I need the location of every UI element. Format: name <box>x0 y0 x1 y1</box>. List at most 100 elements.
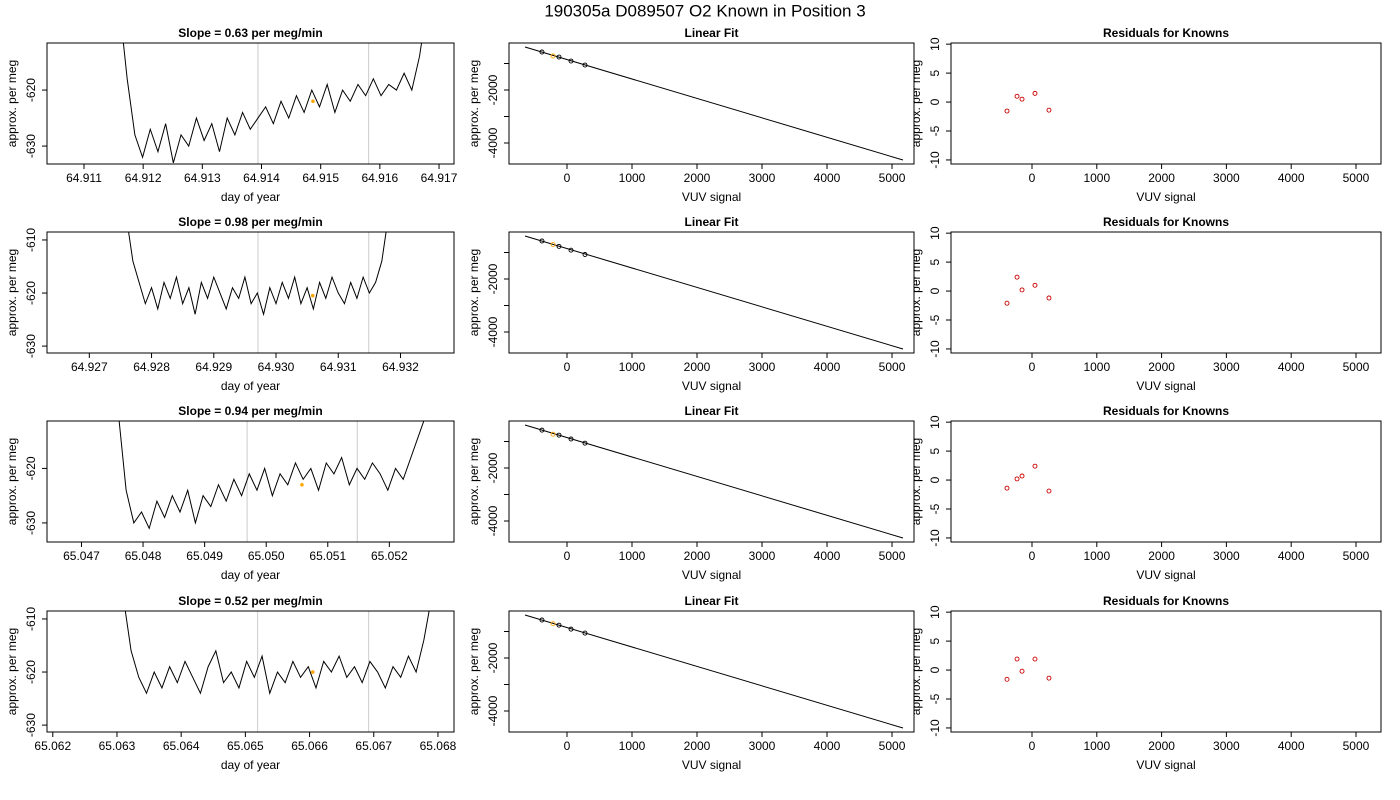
y-tick-label: -5 <box>928 503 942 514</box>
plot-frame <box>508 231 915 354</box>
data-point <box>1032 282 1038 288</box>
y-tick-label: -620 <box>24 281 38 305</box>
x-tick-label: 64.917 <box>421 171 458 185</box>
plot-frame <box>508 610 915 733</box>
panel: Linear Fit VUV signal approx. per meg 0 1000… <box>467 26 915 204</box>
x-axis-label: VUV signal <box>1136 190 1195 204</box>
plot-frame <box>46 231 455 354</box>
panel-title: Linear Fit <box>684 594 738 608</box>
x-tick-label: 65.049 <box>186 549 223 563</box>
plot-frame <box>950 231 1382 354</box>
y-tick-label: -620 <box>24 456 38 480</box>
x-tick-label: 65.064 <box>163 739 200 753</box>
panel-title: Linear Fit <box>684 215 738 229</box>
y-tick-label: 0 <box>928 98 942 105</box>
x-tick-label: 65.052 <box>371 549 408 563</box>
y-tick-label: -2000 <box>486 452 500 483</box>
y-tick-label: 10 <box>928 415 942 429</box>
data-point <box>556 622 562 628</box>
plot-area <box>524 46 904 161</box>
y-tick-label: -610 <box>24 607 38 631</box>
x-tick-label: 5000 <box>1343 171 1370 185</box>
x-axis-label: VUV signal <box>1136 758 1195 772</box>
plot-frame <box>950 610 1382 733</box>
x-tick-label: 64.932 <box>382 360 419 374</box>
x-tick-label: 65.050 <box>248 549 285 563</box>
data-point <box>1046 295 1052 301</box>
panel-title: Linear Fit <box>684 404 738 418</box>
panel: Linear Fit VUV signal approx. per meg 0 1000… <box>467 215 915 393</box>
data-line <box>128 232 387 317</box>
fit-line <box>524 235 904 350</box>
x-tick-label: 5000 <box>1343 739 1370 753</box>
x-tick-label: 0 <box>564 171 571 185</box>
highlight-point <box>310 293 315 298</box>
x-tick-label: 4000 <box>814 549 841 563</box>
y-tick-label: -10 <box>928 151 942 169</box>
x-tick-label: 4000 <box>814 171 841 185</box>
x-tick-label: 65.047 <box>63 549 100 563</box>
panel: Residuals for Knowns VUV signal approx. pe… <box>909 26 1382 204</box>
plot-area <box>118 421 425 542</box>
y-tick-label: -5 <box>928 314 942 325</box>
data-point <box>1046 675 1052 681</box>
y-axis-label: approx. per meg <box>909 249 923 336</box>
data-point <box>550 242 556 248</box>
y-axis-label: approx. per meg <box>5 628 19 715</box>
data-point <box>539 49 545 55</box>
y-tick-label: 0 <box>928 287 942 294</box>
x-tick-label: 64.927 <box>71 360 108 374</box>
data-point <box>568 626 574 632</box>
data-point <box>1019 96 1025 102</box>
plot-area <box>524 614 904 729</box>
x-tick-label: 5000 <box>879 171 906 185</box>
data-point <box>568 436 574 442</box>
y-axis-label: approx. per meg <box>467 249 481 336</box>
x-tick-label: 64.916 <box>362 171 399 185</box>
x-tick-label: 65.062 <box>34 739 71 753</box>
x-tick-label: 3000 <box>1213 549 1240 563</box>
panel: Residuals for Knowns VUV signal approx. pe… <box>909 215 1382 393</box>
x-tick-label: 1000 <box>619 171 646 185</box>
x-tick-label: 0 <box>1029 171 1036 185</box>
x-tick-label: 0 <box>1029 360 1036 374</box>
data-point <box>1014 476 1020 482</box>
data-point <box>568 247 574 253</box>
data-line <box>124 611 430 696</box>
x-tick-label: 64.915 <box>302 171 339 185</box>
data-point <box>1032 656 1038 662</box>
highlight-point <box>311 99 315 104</box>
x-tick-label: 65.065 <box>227 739 264 753</box>
x-tick-label: 64.912 <box>125 171 162 185</box>
x-tick-label: 2000 <box>1148 171 1175 185</box>
x-tick-label: 3000 <box>749 171 776 185</box>
plot-frame <box>46 610 455 733</box>
data-point <box>556 54 562 60</box>
x-tick-label: 3000 <box>749 360 776 374</box>
x-tick-label: 1000 <box>1083 360 1110 374</box>
x-tick-label: 0 <box>564 549 571 563</box>
data-point <box>1019 668 1025 674</box>
data-point <box>556 432 562 438</box>
x-tick-label: 4000 <box>1278 171 1305 185</box>
plot-area <box>124 611 430 732</box>
plot-area <box>524 235 904 350</box>
y-tick-label: -10 <box>928 719 942 737</box>
y-axis-label: approx. per meg <box>467 438 481 525</box>
plot-frame <box>508 42 915 165</box>
data-point <box>550 431 556 437</box>
x-tick-label: 2000 <box>684 360 711 374</box>
y-tick-label: -4000 <box>486 695 500 726</box>
highlight-point <box>300 482 304 487</box>
plot-frame <box>950 420 1382 543</box>
panel: Linear Fit VUV signal approx. per meg 0 1000… <box>467 594 915 772</box>
plot-area <box>1004 656 1052 682</box>
x-tick-label: 0 <box>564 739 571 753</box>
x-tick-label: 0 <box>564 360 571 374</box>
x-tick-label: 5000 <box>1343 360 1370 374</box>
x-tick-label: 1000 <box>619 360 646 374</box>
data-point <box>539 427 545 433</box>
x-tick-label: 64.913 <box>184 171 221 185</box>
panel-title: Slope = 0.63 per meg/min <box>178 26 322 40</box>
